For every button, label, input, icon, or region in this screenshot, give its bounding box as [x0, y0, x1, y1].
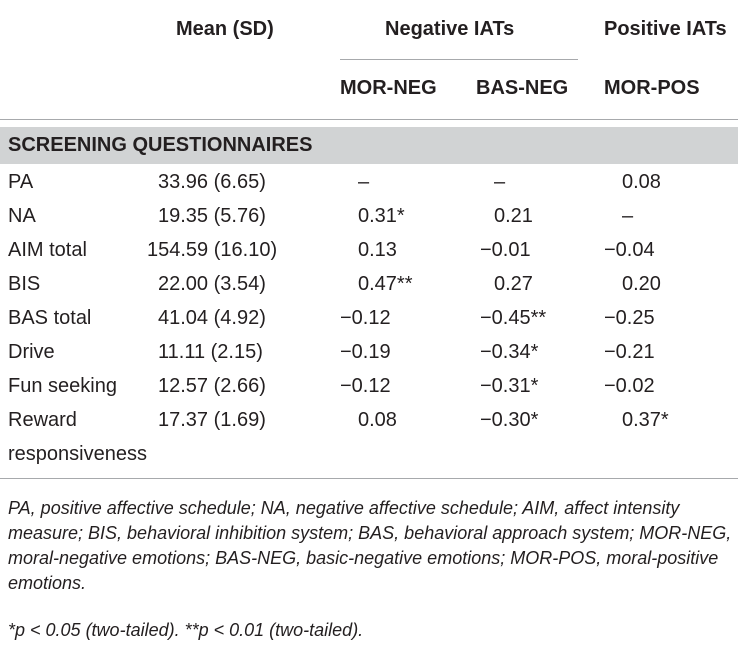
row-mean: 33.96 (6.65) — [158, 171, 266, 193]
row-mor-neg: 0.31* — [358, 205, 405, 227]
row-label: BAS total — [8, 307, 92, 329]
row-bas-neg: −0.01 — [480, 239, 531, 261]
row-mor-neg: 0.08 — [358, 409, 397, 431]
table-row: Fun seeking 12.57 (2.66) −0.12 −0.31* −0… — [0, 374, 738, 408]
row-mor-pos: 0.08 — [622, 171, 661, 193]
header-negative-iats: Negative IATs — [385, 18, 515, 40]
header-bottom-rule — [0, 119, 738, 120]
table-row: Reward responsiveness 17.37 (1.69) 0.08 … — [0, 408, 738, 468]
row-mean: 11.11 (2.15) — [158, 341, 263, 363]
header-mean-sd: Mean (SD) — [176, 18, 274, 40]
row-mean: 17.37 (1.69) — [158, 409, 266, 431]
row-mor-pos: 0.37* — [622, 409, 669, 431]
header-mor-pos: MOR-POS — [604, 77, 700, 99]
table-row: PA 33.96 (6.65) – – 0.08 — [0, 170, 738, 204]
row-mor-neg: 0.13 — [358, 239, 397, 261]
header-bas-neg: BAS-NEG — [476, 77, 569, 99]
row-mean: 154.59 (16.10) — [147, 239, 278, 261]
section-band: SCREENING QUESTIONNAIRES — [0, 127, 738, 164]
row-bas-neg: 0.27 — [494, 273, 533, 295]
header-positive-iats: Positive IATs — [604, 18, 727, 40]
row-label: NA — [8, 205, 36, 227]
row-mor-neg: −0.12 — [340, 375, 391, 397]
row-bas-neg: −0.30* — [480, 409, 539, 431]
negative-iats-underline — [340, 59, 578, 60]
table-row: BAS total 41.04 (4.92) −0.12 −0.45** −0.… — [0, 306, 738, 340]
row-mor-neg: −0.19 — [340, 341, 391, 363]
row-mean: 12.57 (2.66) — [158, 375, 266, 397]
row-mor-neg: – — [358, 171, 370, 193]
row-mor-pos: −0.04 — [604, 239, 655, 261]
row-mor-pos: 0.20 — [622, 273, 661, 295]
header-mor-neg: MOR-NEG — [340, 77, 437, 99]
row-mor-pos: −0.02 — [604, 375, 655, 397]
section-title: SCREENING QUESTIONNAIRES — [8, 134, 313, 156]
row-label: Fun seeking — [8, 375, 117, 397]
footnote-abbreviations: PA, positive affective schedule; NA, neg… — [8, 498, 732, 593]
table-row: NA 19.35 (5.76) 0.31* 0.21 – — [0, 204, 738, 238]
row-mor-pos: – — [622, 205, 634, 227]
row-bas-neg: −0.45** — [480, 307, 547, 329]
row-bas-neg: 0.21 — [494, 205, 533, 227]
row-mean: 22.00 (3.54) — [158, 273, 266, 295]
row-mean: 41.04 (4.92) — [158, 307, 266, 329]
row-label: Reward — [8, 409, 77, 431]
row-mor-neg: −0.12 — [340, 307, 391, 329]
row-bas-neg: −0.31* — [480, 375, 539, 397]
row-bas-neg: – — [494, 171, 506, 193]
table-row: BIS 22.00 (3.54) 0.47** 0.27 0.20 — [0, 272, 738, 306]
table-bottom-rule — [0, 478, 738, 479]
row-label: AIM total — [8, 239, 87, 261]
table-row: AIM total 154.59 (16.10) 0.13 −0.01 −0.0… — [0, 238, 738, 272]
footnote-significance: *p < 0.05 (two-tailed). **p < 0.01 (two-… — [8, 620, 364, 640]
row-label: Drive — [8, 341, 55, 363]
row-mor-neg: 0.47** — [358, 273, 413, 295]
row-mor-pos: −0.21 — [604, 341, 655, 363]
row-label-line2: responsiveness — [8, 443, 147, 465]
row-bas-neg: −0.34* — [480, 341, 539, 363]
table-row: Drive 11.11 (2.15) −0.19 −0.34* −0.21 — [0, 340, 738, 374]
row-label: BIS — [8, 273, 41, 295]
row-label: PA — [8, 171, 34, 193]
row-mean: 19.35 (5.76) — [158, 205, 266, 227]
row-mor-pos: −0.25 — [604, 307, 655, 329]
